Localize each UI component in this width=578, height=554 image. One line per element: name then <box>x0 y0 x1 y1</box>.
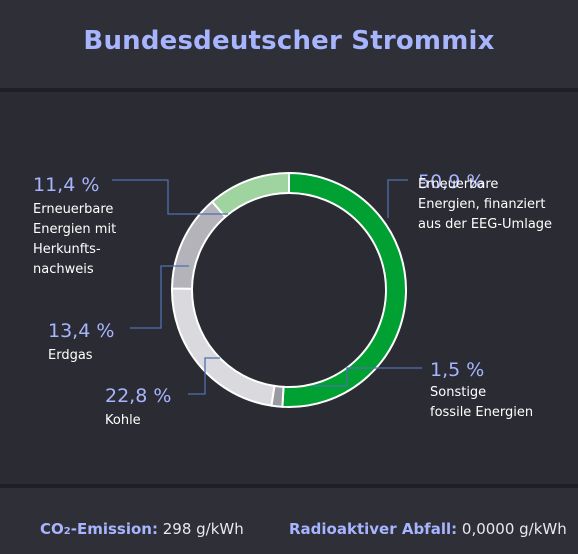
chart-panel: 50,9 % Erneuerbare Energien, finanziert aus… <box>0 96 578 484</box>
radioactive-waste-label: Radioaktiver Abfall: <box>289 520 458 538</box>
slice-value-1: 1,5 % <box>430 359 484 381</box>
slice-label-4-2: Herkunfts- <box>33 242 101 257</box>
slice-label-0-2: aus der EEG-Umlage <box>418 217 552 232</box>
slice-value-4: 11,4 % <box>33 174 99 196</box>
slice-label-1-0: Sonstige <box>430 385 486 400</box>
slice-label-4-0: Erneuerbare <box>33 202 113 217</box>
leader-line-3 <box>130 265 189 329</box>
slice-label-3-0: Erdgas <box>48 348 93 363</box>
slice-value-3: 13,4 % <box>48 320 114 342</box>
leader-line-4 <box>112 179 228 215</box>
leader-line-1 <box>313 367 422 387</box>
slice-label-0-0: Erneuerbare <box>418 177 498 192</box>
radioactive-waste: Radioaktiver Abfall: 0,0000 g/kWh <box>289 520 567 538</box>
slice-label-2-0: Kohle <box>105 413 141 428</box>
co2-emission-value: 298 g/kWh <box>162 520 244 538</box>
slice-value-0: 50,9 % <box>418 171 484 193</box>
slice-label-4-3: nachweis <box>33 262 94 277</box>
slice-3 <box>170 200 227 290</box>
radioactive-waste-value: 0,0000 g/kWh <box>461 520 567 538</box>
co2-emission: CO2-Emission: 298 g/kWh <box>40 520 244 538</box>
slice-label-4-1: Energien mit <box>33 222 116 237</box>
co2-emission-label: CO2-Emission: <box>40 520 158 538</box>
slice-4 <box>210 171 290 219</box>
slice-value-2: 22,8 % <box>105 385 171 407</box>
slice-label-0-1: Energien, finanziert <box>418 197 545 212</box>
header: Bundesdeutscher Strommix <box>0 0 578 92</box>
leader-line-2 <box>188 357 220 395</box>
leader-line-0 <box>387 179 408 218</box>
slice-2 <box>171 287 276 407</box>
footer: CO2-Emission: 298 g/kWh Radioaktiver Abf… <box>0 484 578 554</box>
page-title: Bundesdeutscher Strommix <box>83 26 495 56</box>
slice-label-1-1: fossile Energien <box>430 405 533 420</box>
